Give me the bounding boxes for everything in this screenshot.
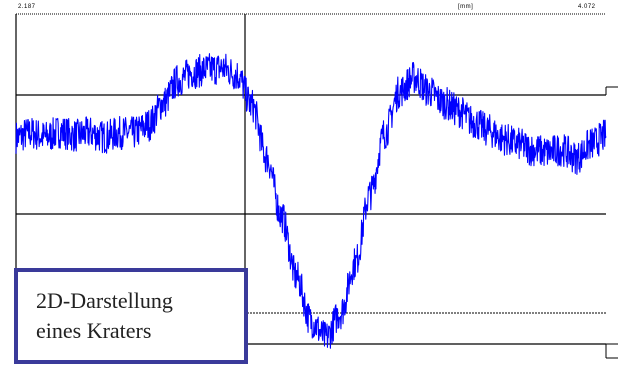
profile-line [15, 53, 607, 349]
caption-line-2: eines Kraters [36, 318, 152, 343]
top-label-right: 4.072 [578, 4, 596, 10]
caption-line-1: 2D-Darstellung [36, 288, 173, 313]
top-label-left: 2.187 [18, 4, 36, 10]
caption-box: 2D-Darstellung eines Kraters [14, 268, 248, 364]
top-label-unit: [mm] [458, 4, 474, 10]
